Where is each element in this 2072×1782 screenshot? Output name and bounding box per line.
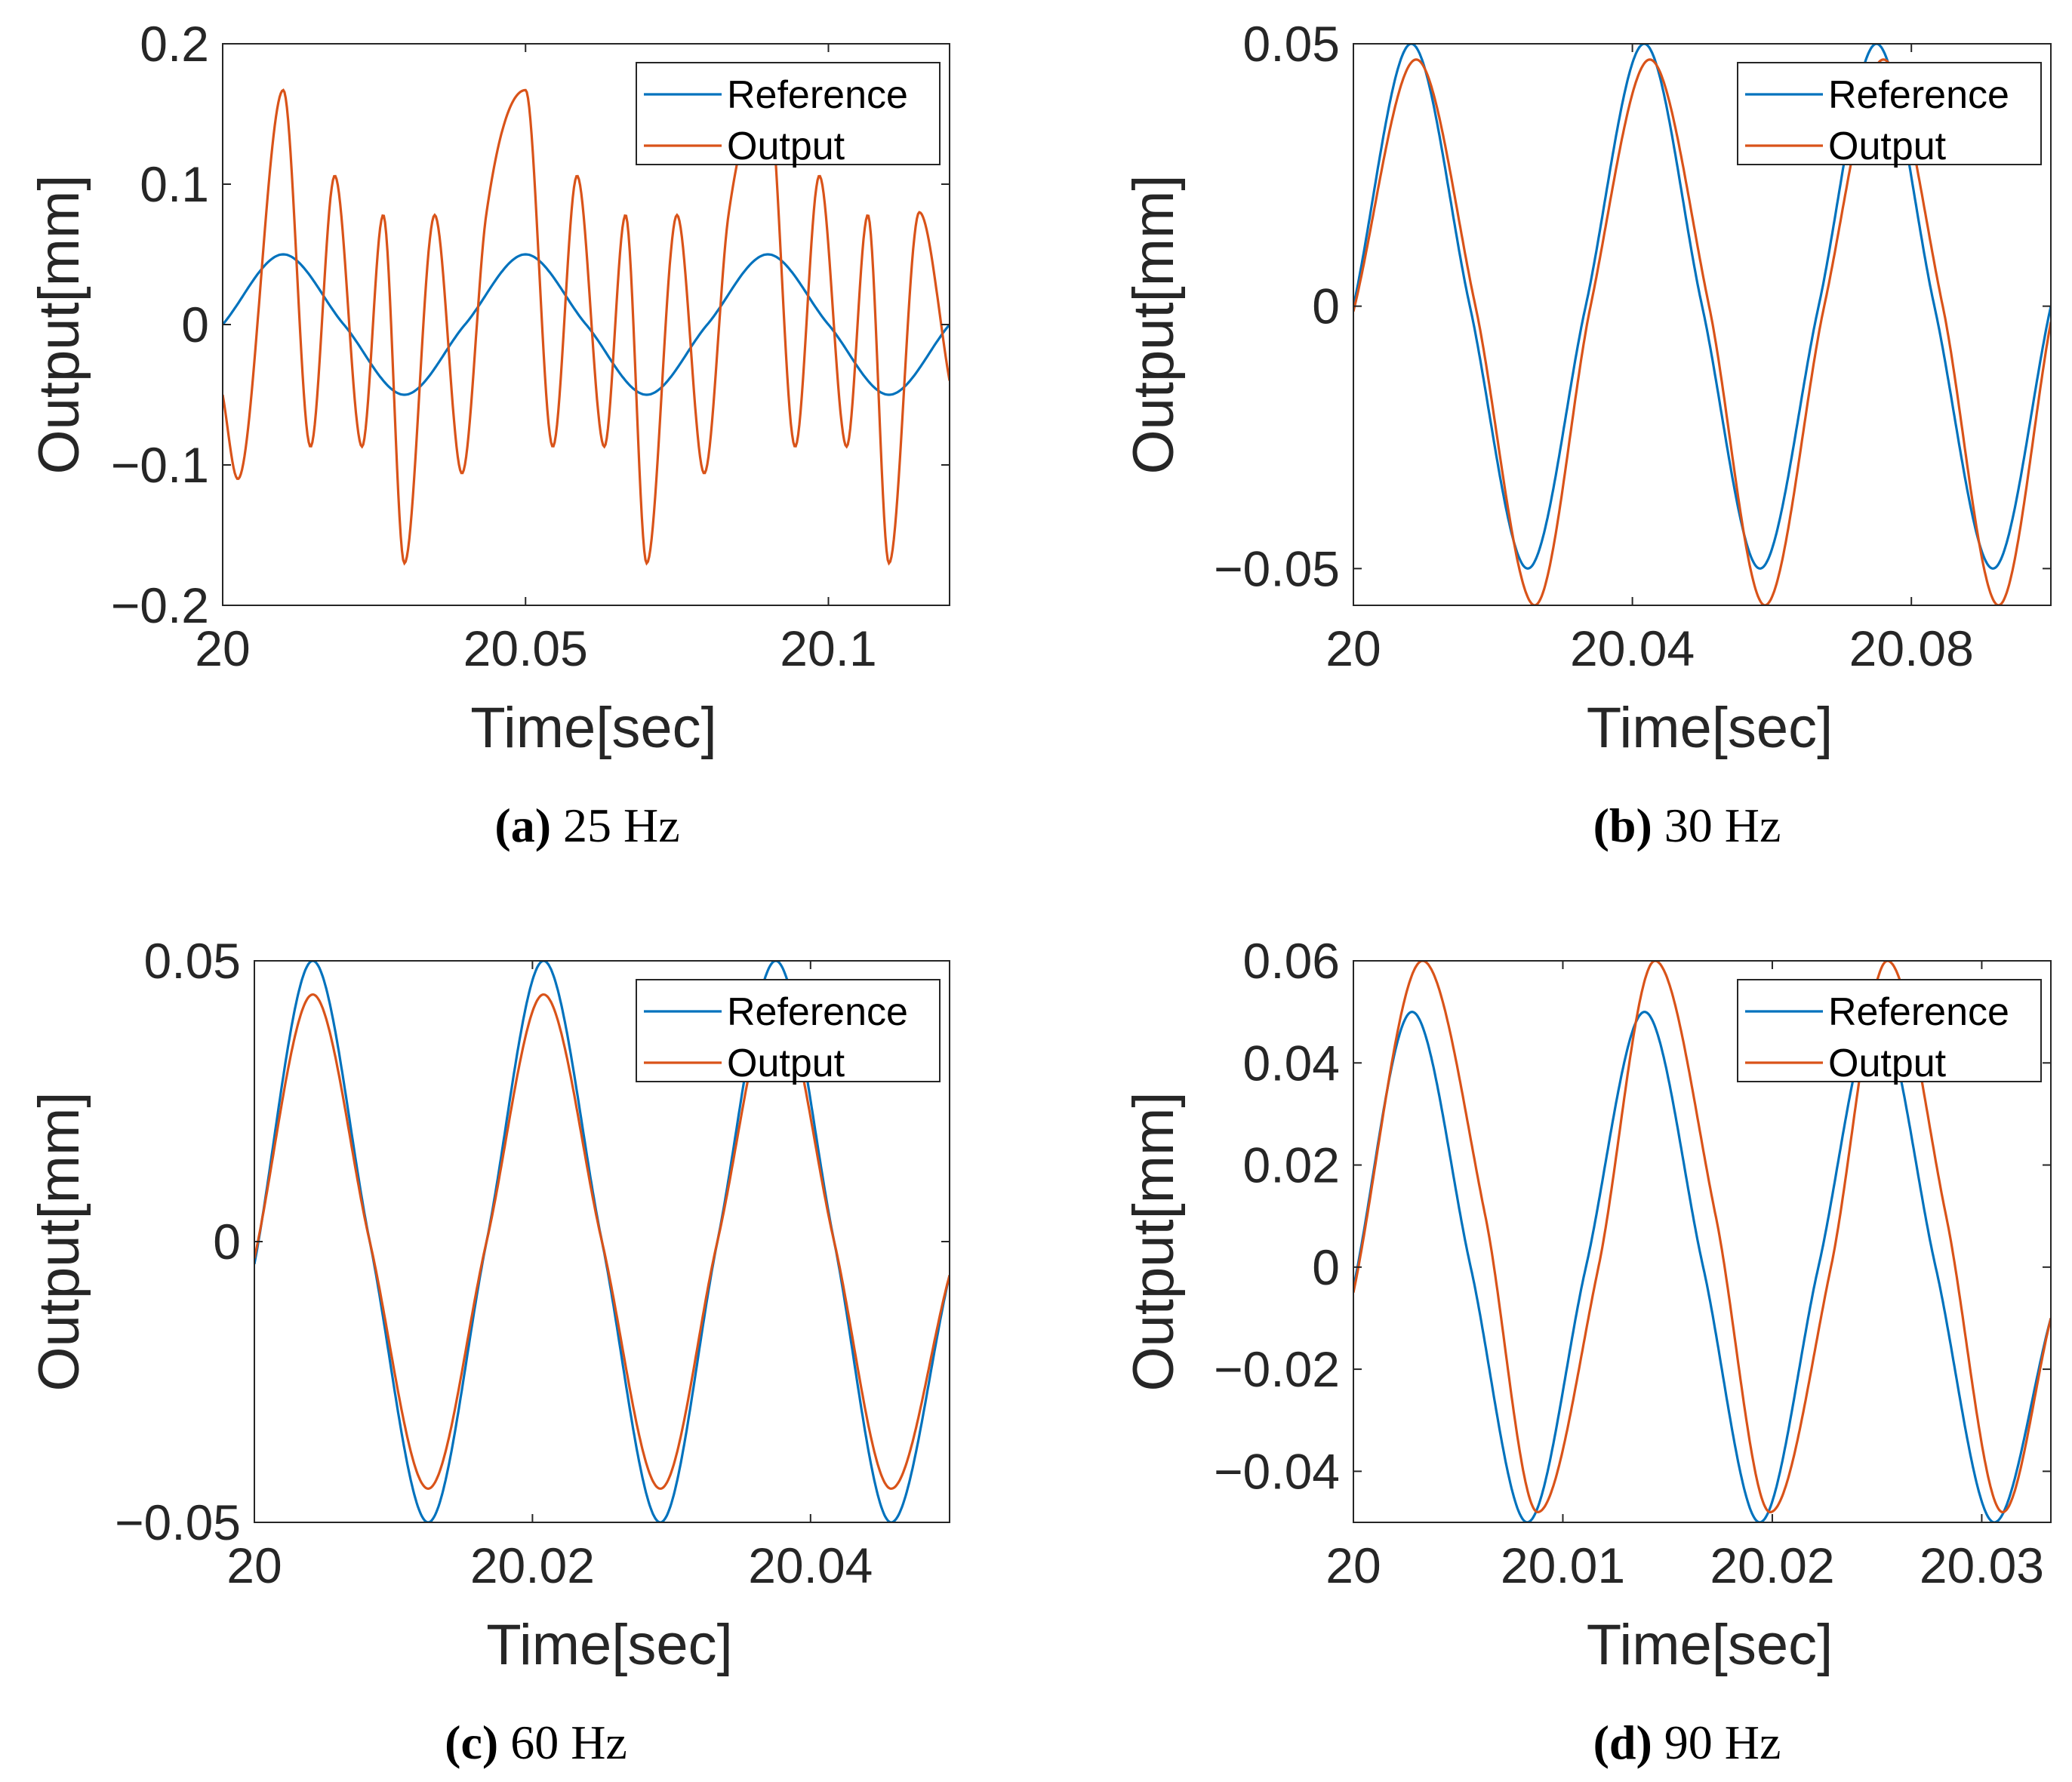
chart-panel-c: 20 20.02 20.04 −0.05 0 0.05 Time[sec] Output[mm… — [27, 933, 950, 1769]
x-tick-label: 20.04 — [748, 1537, 873, 1593]
x-axis-label: Time[sec] — [486, 1613, 733, 1677]
legend: Reference Output — [1737, 979, 2042, 1085]
y-tick-label: −0.05 — [115, 1494, 241, 1550]
legend-label-output: Output — [727, 1042, 845, 1085]
y-tick-label: −0.05 — [1214, 540, 1340, 596]
y-tick-label: 0 — [213, 1214, 241, 1270]
reference-line — [1353, 44, 2051, 570]
caption-letter: (d) — [1593, 1716, 1652, 1769]
output-line — [1353, 961, 2051, 1514]
x-tick-label: 20 — [195, 620, 250, 676]
legend-box — [1737, 62, 2042, 165]
x-tick-label: 20.04 — [1570, 620, 1695, 676]
legend-box — [1737, 979, 2042, 1082]
y-axis-label: Output[mm] — [1122, 1092, 1186, 1392]
x-axis-label: Time[sec] — [1587, 1613, 1833, 1677]
y-axis-label: Output[mm] — [1122, 175, 1186, 475]
axes-box — [1353, 960, 2052, 1523]
caption-letter: (c) — [445, 1716, 498, 1769]
y-tick-label: −0.2 — [111, 577, 209, 633]
chart-panel-d: 20 20.01 20.02 20.03 −0.04 −0.02 0 0.02 0.04 0.06… — [1122, 933, 2052, 1769]
caption-text: 60 Hz — [498, 1716, 627, 1769]
y-axis-label: Output[mm] — [27, 175, 91, 475]
x-tick-label: 20.05 — [463, 620, 588, 676]
y-tick-label: −0.04 — [1214, 1443, 1340, 1499]
y-tick-label: 0.06 — [1243, 933, 1340, 989]
x-tick-label: 20 — [1325, 1537, 1381, 1593]
x-tick-label: 20.01 — [1501, 1537, 1625, 1593]
y-tick-label: 0.1 — [140, 156, 209, 212]
subfigure-caption: (c) 60 Hz — [445, 1716, 627, 1769]
subfigure-caption: (a) 25 Hz — [494, 799, 679, 852]
output-line — [254, 993, 950, 1491]
x-tick-label: 20.08 — [1849, 620, 1974, 676]
subfigure-caption: (d) 90 Hz — [1593, 1716, 1781, 1769]
y-tick-label: 0.05 — [144, 933, 241, 989]
legend: Reference Output — [636, 62, 941, 168]
legend-box — [636, 979, 941, 1082]
output-line — [223, 88, 950, 566]
y-tick-label: 0 — [1312, 1239, 1340, 1295]
caption-letter: (a) — [494, 799, 551, 852]
caption-letter: (b) — [1593, 799, 1652, 852]
legend-label-output: Output — [1828, 125, 1947, 168]
caption-text: 25 Hz — [551, 799, 680, 852]
legend-label-reference: Reference — [727, 73, 908, 117]
x-tick-label: 20 — [1325, 620, 1381, 676]
reference-line — [1353, 1011, 2051, 1522]
y-tick-label: 0.2 — [140, 16, 209, 72]
y-tick-label: 0 — [1312, 279, 1340, 334]
chart-panel-b: 20 20.04 20.08 −0.05 0 0.05 Time[sec] Output[mm… — [1122, 16, 2052, 852]
y-tick-label: 0.02 — [1243, 1137, 1340, 1193]
y-tick-label: 0.04 — [1243, 1035, 1340, 1091]
y-tick-label: 0.05 — [1243, 16, 1340, 72]
legend-label-reference: Reference — [727, 990, 908, 1034]
chart-panel-a: 20 20.05 20.1 −0.2 −0.1 0 0.1 0.2 Time[sec] Outpu… — [27, 16, 950, 852]
y-tick-label: −0.02 — [1214, 1341, 1340, 1397]
legend: Reference Output — [1737, 62, 2042, 168]
legend-label-output: Output — [1828, 1042, 1947, 1085]
caption-text: 90 Hz — [1652, 1716, 1781, 1769]
legend-label-reference: Reference — [1828, 73, 2009, 117]
reference-line — [223, 253, 950, 396]
x-axis-label: Time[sec] — [470, 696, 717, 760]
legend-label-output: Output — [727, 125, 845, 168]
x-axis-label: Time[sec] — [1587, 696, 1833, 760]
y-axis-label: Output[mm] — [27, 1092, 91, 1392]
x-tick-label: 20.02 — [470, 1537, 595, 1593]
legend-box — [636, 62, 941, 165]
legend-label-reference: Reference — [1828, 990, 2009, 1034]
y-tick-label: −0.1 — [111, 437, 209, 493]
caption-text: 30 Hz — [1652, 799, 1781, 852]
x-tick-label: 20.1 — [780, 620, 876, 676]
x-tick-label: 20.02 — [1710, 1537, 1834, 1593]
x-tick-label: 20 — [226, 1537, 282, 1593]
subfigure-caption: (b) 30 Hz — [1593, 799, 1781, 852]
legend: Reference Output — [636, 979, 941, 1085]
y-tick-label: 0 — [181, 297, 209, 352]
x-tick-label: 20.03 — [1920, 1537, 2044, 1593]
axes-box — [1353, 43, 2052, 606]
output-line — [1353, 58, 2051, 605]
